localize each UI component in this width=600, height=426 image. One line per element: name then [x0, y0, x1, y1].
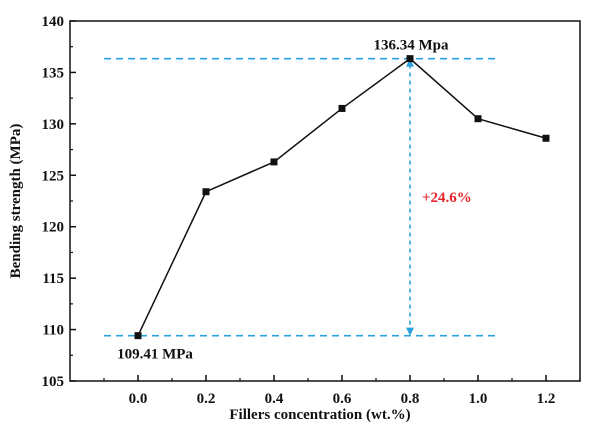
y-tick-label: 135 — [42, 65, 65, 81]
data-point — [474, 115, 482, 123]
x-tick-label: 0.0 — [129, 391, 148, 407]
data-point — [270, 158, 278, 166]
x-tick-label: 0.8 — [401, 391, 420, 407]
y-tick-label: 130 — [42, 117, 65, 133]
y-tick-label: 105 — [42, 374, 65, 390]
x-tick-label: 1.2 — [537, 391, 556, 407]
max-value-label: 136.34 Mpa — [374, 38, 450, 54]
y-tick-label: 115 — [42, 271, 64, 287]
data-point — [202, 188, 210, 196]
axis-ticks — [70, 20, 581, 382]
annotation-guides — [104, 57, 495, 337]
data-point — [542, 134, 550, 142]
y-axis-title: Bending strength (MPa) — [8, 124, 24, 279]
x-tick-label: 0.2 — [197, 391, 216, 407]
x-axis-title: Fillers concentration (wt.%) — [229, 407, 410, 423]
data-point — [338, 104, 346, 112]
arrow-head-down — [406, 327, 414, 336]
plot-frame — [69, 20, 581, 382]
data-point — [134, 332, 142, 340]
data-series — [134, 55, 550, 340]
x-tick-label: 1.0 — [469, 391, 488, 407]
y-tick-label: 140 — [42, 14, 65, 30]
y-tick-label: 125 — [42, 168, 65, 184]
x-tick-label: 0.6 — [333, 391, 352, 407]
arrow-head-up — [406, 58, 414, 67]
x-tick-label: 0.4 — [265, 391, 284, 407]
tick-labels: 105 110 115 120 125 130 135 140 0.0 0.2 0.4 0.6 0.8 1… — [42, 14, 556, 407]
increase-percent-label: +24.6% — [422, 190, 472, 206]
min-value-label: 109.41 MPa — [117, 347, 193, 363]
y-tick-label: 120 — [42, 220, 65, 236]
series-line — [137, 57, 547, 336]
data-point — [406, 55, 414, 63]
y-tick-label: 110 — [42, 323, 64, 339]
